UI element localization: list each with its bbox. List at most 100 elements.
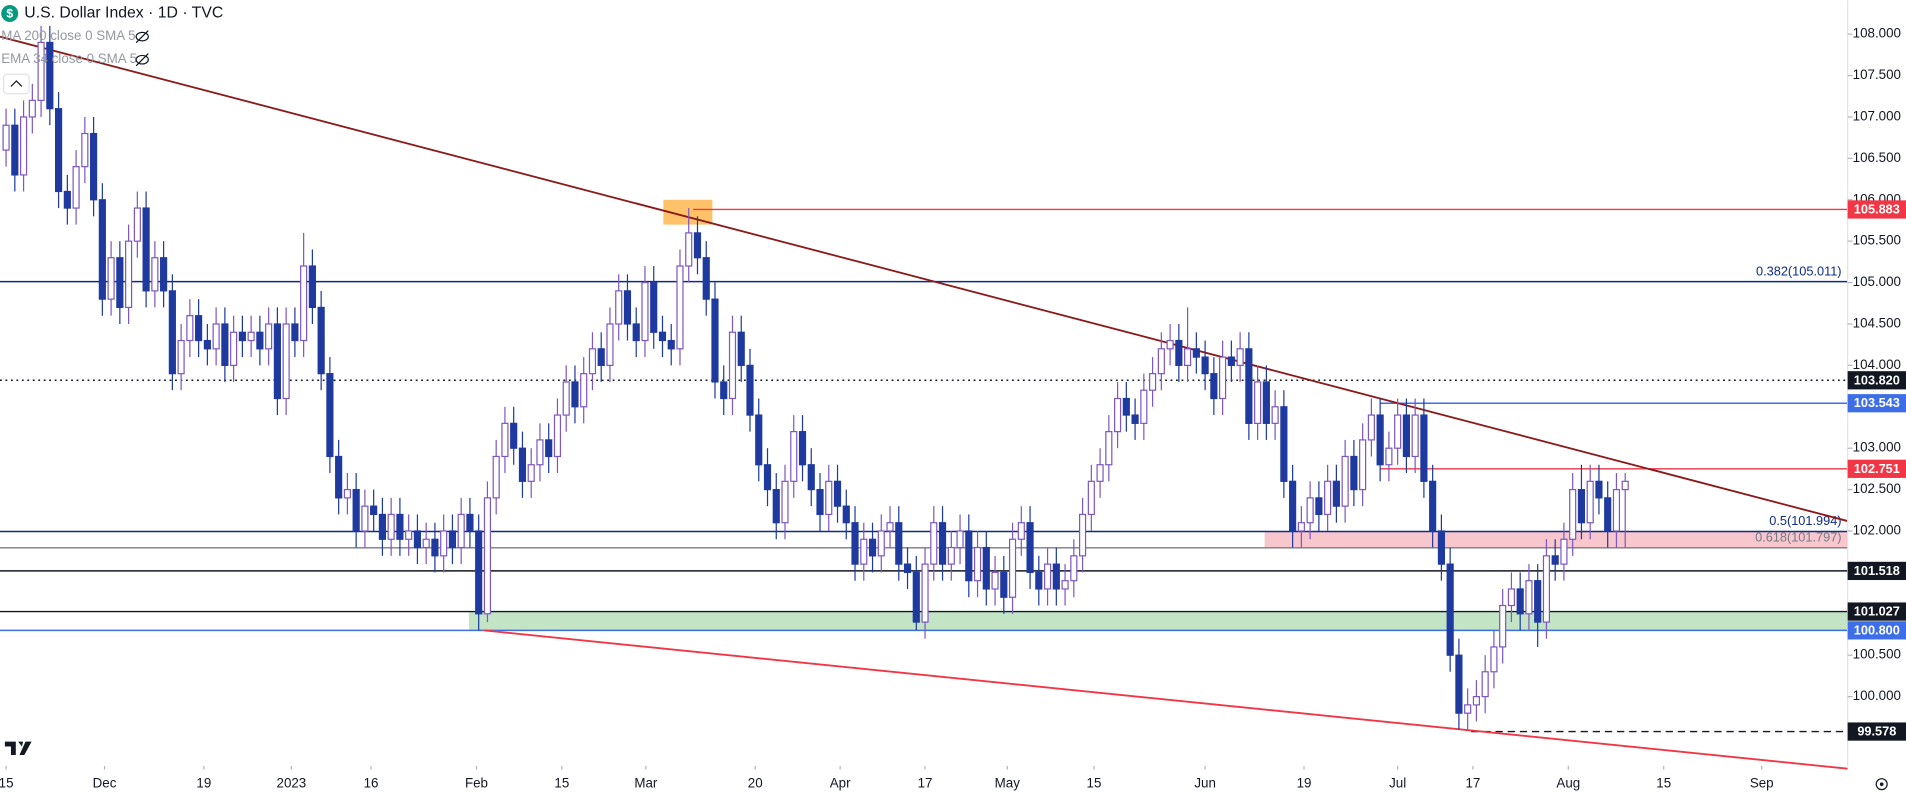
candle-body [947,546,955,565]
candle-body [650,281,658,333]
candle-body [1219,356,1227,400]
candle-body [991,571,999,590]
candle-body [107,257,115,300]
level-label: 0.618(101.797) [1755,529,1841,544]
candle-body [1175,339,1183,366]
candle-body [133,207,141,242]
candle-body [230,331,238,366]
candle-body [1542,555,1551,623]
candle-body [282,323,290,400]
price-axis: 100.000 100.500 102.000 102.500 103.000 104.0… [1847,26,1906,741]
candle-body [1254,381,1262,424]
candle-body [63,190,71,209]
eye-icon[interactable] [135,31,149,42]
price-label-box [1847,602,1906,621]
candle-body [431,538,439,557]
x-tick-label: 20 [748,776,763,791]
candle-body [518,447,527,482]
eye-icon[interactable] [135,54,149,65]
x-tick-label: Sep [1750,776,1774,791]
candle-body [720,381,728,400]
visibility-icons[interactable] [135,30,149,67]
candle-body [1131,414,1139,424]
candle-body [492,455,500,499]
candle-body [1227,356,1235,366]
y-tick-label: 105.500 [1853,233,1901,248]
candle-body [1236,348,1244,366]
collapse-button[interactable] [3,73,30,95]
candle-body [291,323,299,342]
candle-body [1516,588,1524,615]
candle-body [1306,497,1314,524]
candle-body [877,530,885,557]
candle-body [317,306,325,375]
y-tick-label: 107.000 [1853,108,1901,123]
candle-body [562,381,570,416]
candle-body [1595,480,1603,499]
candle-body [833,480,842,507]
candle-body [728,331,737,400]
candle-body [965,530,973,582]
candle-body [448,530,457,549]
candle-body [238,331,246,342]
eye-slash [135,53,149,67]
eye-slash [135,30,149,44]
candle-body [623,290,632,325]
candle-body [1577,488,1586,524]
candle-body [1490,646,1498,673]
candle-body [1184,348,1192,366]
price-label-box [1847,394,1906,413]
candle-body [1192,348,1200,358]
candle-body [772,488,780,524]
price-label: 99.578 [1857,724,1896,739]
candle-body [483,497,492,615]
level-label: 0.5(101.994) [1769,513,1841,528]
candle-body [1507,588,1516,607]
price-label-box [1847,722,1906,741]
x-tick-label: Mar [634,776,658,791]
candle-body [711,298,719,383]
candle-body [737,331,745,366]
y-tick-label: 105.000 [1853,274,1901,289]
price-label-box [1847,371,1906,390]
chart-title: U.S. Dollar Index · 1D · TVC [24,5,223,22]
candle-body [326,373,334,458]
candle-body [606,323,614,366]
candle-body [825,480,833,516]
candle-body [1560,538,1568,565]
candle-body [798,431,807,466]
x-tick-label: 17 [1465,776,1480,791]
candle-body [1359,439,1367,491]
x-tick-label: Feb [465,776,488,791]
candle-body [1446,563,1454,656]
candle-body [807,464,815,491]
candle-body [1140,389,1148,424]
candle-body [1324,480,1332,516]
candle-body [265,323,273,350]
candle-body [361,505,369,532]
candle-body [536,439,544,466]
candle-body [72,166,80,209]
candle-body [1499,604,1507,648]
x-tick-label: Apr [830,776,851,791]
candle-body [641,281,649,342]
candle-body [510,422,518,449]
price-label: 101.027 [1854,604,1900,619]
symbol-icon-glyph: $ [6,6,13,20]
candle-body [413,530,422,549]
candle-body [1420,414,1428,482]
candle-body [90,132,98,201]
x-tick-label: 15 [1656,776,1671,791]
candle-body [55,108,63,193]
candle-body [116,257,124,309]
price-label-box [1847,200,1906,219]
settings-icon[interactable] [1875,778,1888,791]
candle-body [1534,580,1542,623]
candle-body [212,323,220,350]
candle-body [938,522,947,565]
candle-body [693,232,702,259]
zone [469,611,1848,631]
price-label: 101.518 [1854,563,1900,578]
x-tick-label: 16 [364,776,379,791]
